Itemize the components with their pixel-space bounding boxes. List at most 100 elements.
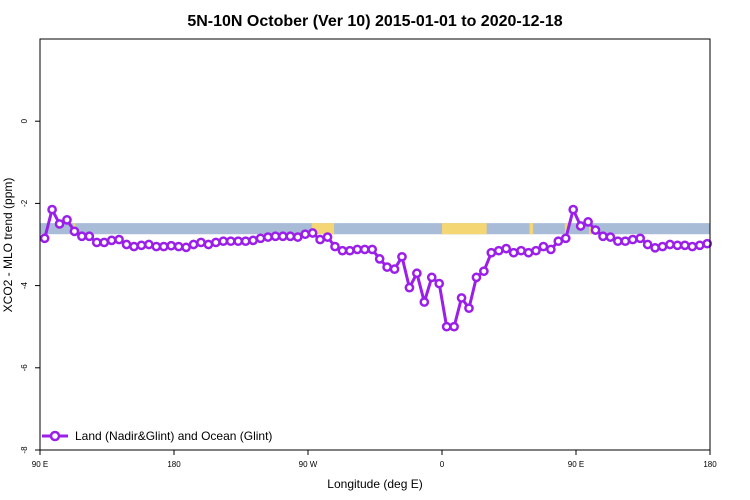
data-point [516,245,526,256]
data-point [203,239,214,250]
data-point [702,238,713,249]
y-tick-label: 0 [20,118,29,123]
data-point [106,235,117,246]
data-point [546,244,556,255]
data-point [665,239,675,250]
data-point [605,232,616,242]
land-segment [442,223,487,235]
data-point [471,272,482,283]
data-point [278,231,288,242]
data-point [627,234,638,245]
data-point [91,237,102,248]
data-point [345,245,355,256]
x-tick-label: 180 [167,460,181,469]
data-point [315,234,325,245]
data-point [285,231,296,242]
data-point [389,264,400,275]
data-point [635,233,646,244]
x-axis-label: Longitude (deg E) [327,477,422,491]
legend-label: Land (Nadir&Glint) and Ocean (Glint) [75,429,272,443]
data-point [687,241,698,252]
data-point [650,242,660,253]
data-point [501,243,512,254]
data-point [136,240,147,251]
data-point [330,241,340,252]
data-point [114,234,124,245]
x-tick-label: 180 [703,460,717,469]
data-point [144,239,154,250]
data-point [173,241,184,252]
data-point [188,239,199,250]
data-point [367,244,378,255]
data-point [672,240,683,251]
data-point [575,221,586,231]
data-point [300,229,311,240]
data-point [493,245,504,256]
data-point [508,247,519,258]
data-point [694,240,705,251]
data-point [121,239,132,250]
data-point [62,214,72,225]
data-point [479,266,489,277]
data-point [359,244,370,255]
data-point [240,236,251,247]
data-point [486,247,497,258]
data-point [292,232,303,242]
data-point [538,241,549,252]
data-point [456,293,467,303]
data-point [449,321,459,332]
x-tick-label: 90 E [32,460,48,469]
data-point [129,241,139,252]
data-point [151,241,162,252]
data-point [322,232,333,242]
data-point [397,251,407,262]
data-point [166,240,177,251]
land-segment [529,223,534,235]
x-tick-label: 0 [440,460,445,469]
data-point [382,262,392,272]
legend: Land (Nadir&Glint) and Ocean (Glint) [42,429,272,443]
data-point [434,278,445,289]
data-point [441,321,452,332]
y-axis-label: XCO2 - MLO trend (ppm) [1,178,15,313]
data-point [84,231,95,242]
land-segment [311,223,335,235]
y-tick-label: -4 [20,281,29,289]
ocean-band [40,223,710,235]
data-point [270,231,281,242]
y-tick-label: -2 [20,199,29,207]
data-point [39,233,50,244]
data-point [69,226,80,237]
data-point [263,232,273,242]
x-tick-label: 90 E [568,460,584,469]
data-point [553,236,564,247]
data-point [598,231,608,242]
data-point [307,228,318,238]
data-point [218,236,229,247]
data-point [680,240,690,251]
data-point [233,236,244,247]
data-point [560,233,571,244]
data-point [464,303,474,314]
land-segment [564,223,569,235]
data-point [620,236,631,247]
data-point [211,237,221,248]
data-point [374,254,385,264]
x-tick-label: 90 W [299,460,318,469]
data-point [657,241,668,252]
data-point [412,268,422,279]
data-point [54,219,65,229]
data-point [404,282,415,293]
y-tick-label: -6 [20,364,29,372]
land-segment [589,223,591,235]
series-layer [39,204,713,332]
data-point [642,239,653,250]
data-point [426,272,437,283]
data-point [99,237,110,248]
x-axis: 90 E 180 90 W 0 90 E 180 [32,450,717,469]
data-point [181,242,191,253]
data-point [248,235,258,246]
data-point [47,204,57,215]
data-point [583,217,593,227]
